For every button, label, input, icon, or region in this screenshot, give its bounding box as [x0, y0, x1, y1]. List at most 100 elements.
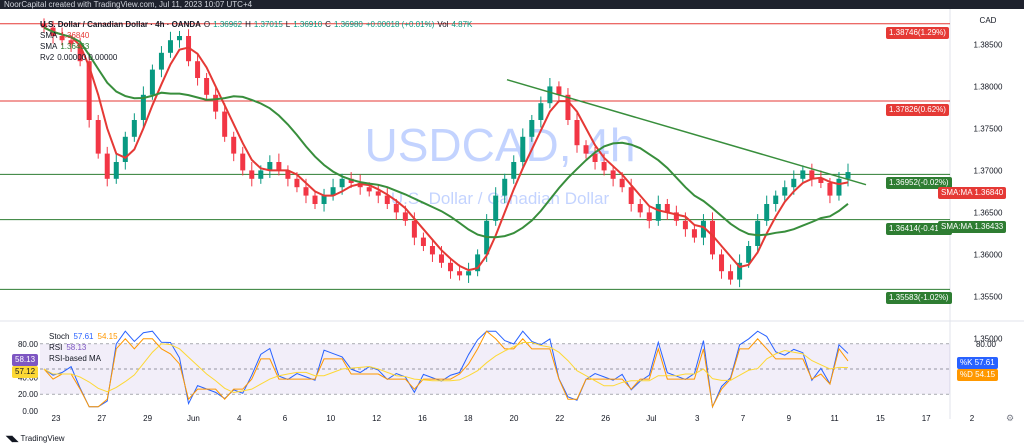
candle-body — [511, 162, 517, 179]
candle-body — [204, 78, 210, 95]
candle-body — [547, 86, 553, 104]
vol-label: Vol — [437, 20, 449, 29]
candle-body — [709, 220, 715, 255]
legend-rv-row[interactable]: Rv2 0.00000 0.00000 — [40, 52, 472, 63]
rsi-left-badge: 58.13 — [12, 354, 39, 367]
candle-body — [574, 120, 580, 146]
legend-sma1-row[interactable]: SMA 1.36840 — [40, 30, 472, 41]
price-axis-label: 1.35500 — [974, 292, 1003, 301]
price-axis-label: 1.36500 — [974, 208, 1003, 217]
footer-brand: TradingView — [20, 434, 65, 443]
rsi-value: 58.13 — [66, 343, 87, 352]
chart-legend: U.S. Dollar / Canadian Dollar · 4h · OAN… — [40, 19, 472, 63]
candle-body — [402, 212, 408, 221]
rsi-axis-right-label: 80.00 — [976, 340, 997, 349]
sma-slow-line — [43, 26, 849, 239]
candle-body — [195, 61, 201, 78]
chart-background — [0, 9, 1024, 435]
candle-body — [619, 178, 625, 188]
legend-sma2-row[interactable]: SMA 1.36433 — [40, 41, 472, 52]
sma2-value: 1.36433 — [60, 42, 90, 51]
stoch-k-value: 57.61 — [73, 332, 94, 341]
candle-body — [348, 178, 354, 183]
candle-body — [330, 187, 336, 196]
candle-body — [520, 136, 526, 162]
time-axis-label: 23 — [52, 414, 61, 423]
time-axis-label: 3 — [695, 414, 700, 423]
oscillator-badge[interactable]: %D 54.15 — [957, 369, 999, 382]
candle-body — [267, 162, 273, 171]
rv-values: 0.00000 0.00000 — [57, 53, 118, 62]
time-axis-label: 15 — [876, 414, 885, 423]
rsi-ma-label: RSI-based MA — [49, 354, 102, 363]
sma1-value: 1.36840 — [60, 31, 90, 40]
rsi-ma-line — [43, 342, 849, 394]
candle-body — [213, 94, 219, 112]
candle-body — [411, 220, 417, 238]
candle-body — [321, 195, 327, 204]
vol-value: 4.87K — [451, 20, 473, 29]
candle-body — [646, 212, 652, 221]
price-chart[interactable]: USDCAD, 4h U.S. Dollar / Canadian Dollar… — [0, 9, 1024, 435]
watermark-ticker: USDCAD, 4h — [365, 119, 636, 171]
sma1-label: SMA — [40, 31, 58, 40]
candle-body — [475, 254, 481, 272]
oscillator-badge[interactable]: %K 57.61 — [957, 357, 998, 370]
candle-body — [493, 195, 499, 221]
rsi-row[interactable]: RSI 58.13 — [49, 342, 118, 353]
candle-body — [177, 36, 183, 41]
candle-body — [357, 183, 363, 188]
candle-body — [601, 162, 607, 171]
legend-ohlc-row: U.S. Dollar / Canadian Dollar · 4h · OAN… — [40, 19, 472, 30]
settings-gear-icon[interactable]: ⚙ — [1006, 414, 1014, 424]
candle-body — [556, 86, 562, 95]
candle-body — [231, 136, 237, 154]
tradingview-logo-icon: ◥◣ — [6, 434, 21, 443]
candle-body — [719, 254, 725, 272]
candle-body — [140, 94, 146, 120]
level-badge[interactable]: 1.35583(-1.02%) — [886, 292, 952, 305]
candle-body — [303, 187, 309, 196]
rsi-ma-row[interactable]: RSI-based MA — [49, 353, 118, 364]
rsi-axis-label: 80.00 — [18, 340, 39, 349]
sma-badge[interactable]: SMA:MA 1.36840 — [938, 186, 1007, 199]
close-value: 1.36980 — [333, 20, 363, 29]
candle-body — [59, 36, 65, 41]
legend-symbol: U.S. Dollar / Canadian Dollar · 4h · OAN… — [40, 20, 201, 29]
candle-body — [529, 120, 535, 137]
oscillator-legend: Stoch 57.61 54.15 RSI 58.13 RSI-based MA — [49, 331, 118, 364]
candle-body — [420, 237, 426, 246]
candle-body — [312, 195, 318, 204]
high-label: H — [245, 20, 251, 29]
chart-frame[interactable]: USDCAD, 4h U.S. Dollar / Canadian Dollar… — [0, 9, 1024, 444]
candle-body — [77, 44, 83, 62]
price-axis-label: 1.37500 — [974, 124, 1003, 133]
stoch-row[interactable]: Stoch 57.61 54.15 — [49, 331, 118, 342]
low-label: L — [285, 20, 291, 29]
candle-body — [393, 204, 399, 213]
candle-body — [782, 187, 788, 196]
candle-body — [682, 220, 688, 230]
candle-body — [294, 178, 300, 188]
open-label: O — [203, 20, 211, 29]
candle-body — [258, 170, 264, 179]
sma-badge[interactable]: SMA:MA 1.36433 — [938, 221, 1007, 234]
level-badge[interactable]: 1.38746(1.29%) — [886, 26, 949, 39]
candle-body — [131, 120, 137, 137]
candle-body — [222, 111, 228, 137]
level-badge[interactable]: 1.37826(0.62%) — [886, 104, 949, 117]
level-badge[interactable]: 1.36952(-0.02%) — [886, 177, 952, 190]
candle-body — [457, 271, 463, 276]
sma2-label: SMA — [40, 42, 58, 51]
watermark-name: U.S. Dollar / Canadian Dollar — [391, 189, 610, 208]
trend-line — [506, 78, 867, 186]
candle-body — [158, 52, 164, 70]
candle-body — [384, 195, 390, 204]
level-badge[interactable]: 1.36414(-0.41%) — [886, 222, 952, 235]
time-axis-label: 6 — [283, 414, 288, 423]
price-axis-label: 1.36000 — [974, 250, 1003, 259]
price-axis-label: 1.38500 — [974, 40, 1003, 49]
candle-body — [664, 204, 670, 213]
candle-body — [249, 170, 255, 179]
stoch-d-line — [43, 330, 849, 409]
